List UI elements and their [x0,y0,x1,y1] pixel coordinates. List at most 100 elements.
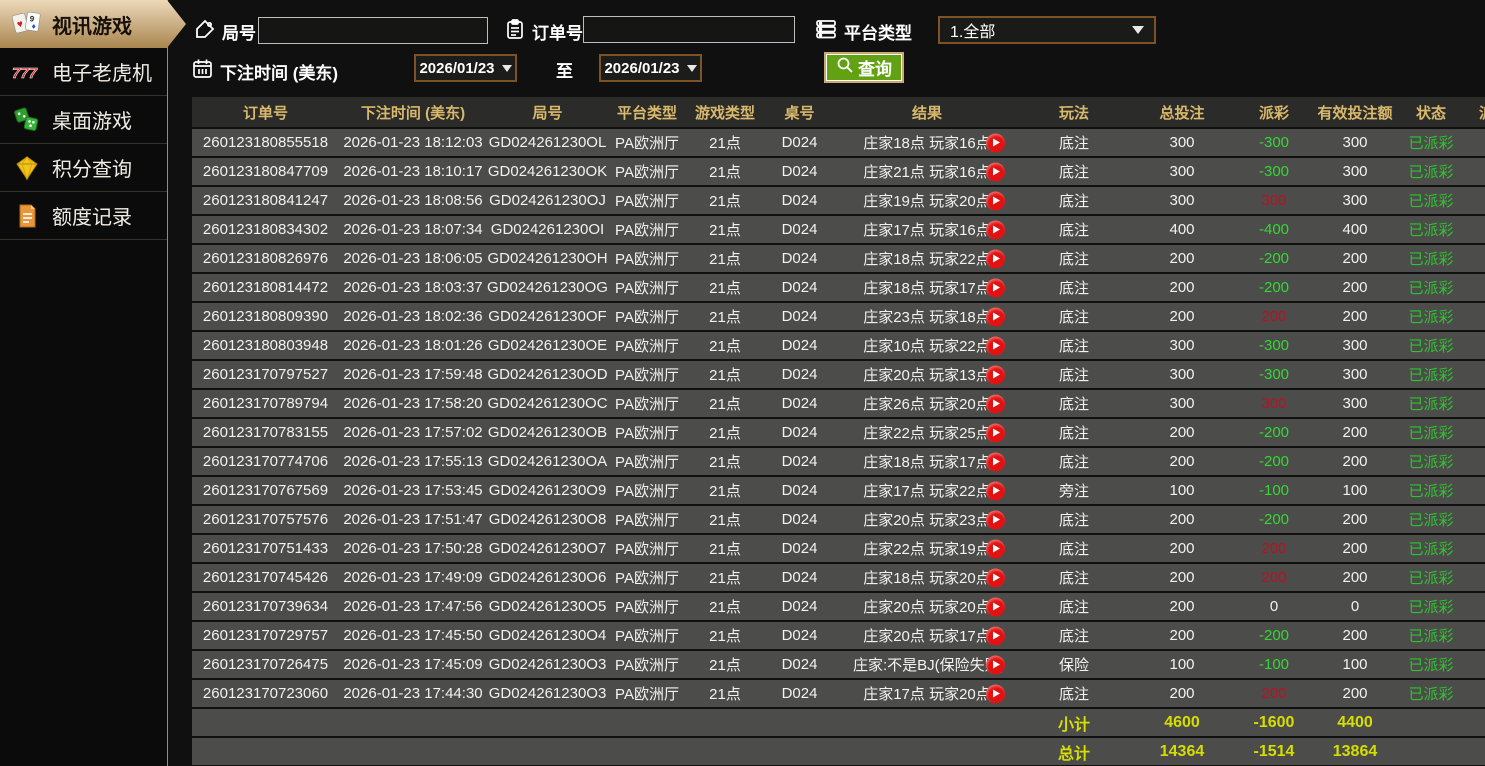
date-to-picker[interactable]: 2026/01/23 [599,54,702,82]
cell-payout: 300 [1261,395,1287,412]
cell-game-type: 21点 [709,454,741,471]
order-id-input[interactable] [583,16,795,43]
cell-result: 庄家21点 玩家16点 [835,158,1019,185]
bet-records-table: 订单号 下注时间 (美东) 局号 平台类型 游戏类型 桌号 结果 玩法 总投注 … [192,97,1485,765]
replay-video-button[interactable] [986,655,1005,674]
cell-total-bet: 200 [1169,279,1195,296]
round-id-input[interactable] [258,17,488,44]
replay-video-button[interactable] [986,597,1005,616]
cell-total-bet: 200 [1169,453,1195,470]
cell-order-id: 260123170751433 [202,540,329,557]
subtotal-total-bet: 4600 [1164,713,1200,731]
cell-platform: PA欧洲厅 [615,396,679,413]
col-header-platform: 平台类型 [616,104,677,122]
cell-valid-bet: 0 [1350,598,1360,615]
sidebar-item-video-games[interactable]: ♥ 9 ♦ 视讯游戏 [0,0,186,48]
cell-clipped [1465,332,1485,359]
replay-video-button[interactable] [986,307,1005,326]
cell-round-id: GD024261230OB [487,424,608,441]
col-header-bet-time: 下注时间 (美东) [360,104,466,122]
sidebar-item-quota-records[interactable]: 额度记录 [0,192,167,240]
cell-bet-type: 底注 [1058,541,1089,558]
result-text: 庄家23点 玩家18点 [863,309,991,326]
search-button[interactable]: 查询 [824,52,904,83]
table-header-row: 订单号 下注时间 (美东) 局号 平台类型 游戏类型 桌号 结果 玩法 总投注 … [192,97,1485,127]
replay-video-button[interactable] [986,626,1005,645]
cell-bet-type: 底注 [1058,251,1089,268]
cell-round-id: GD024261230O3 [488,656,607,673]
cell-table-no: D024 [781,627,818,644]
replay-video-button[interactable] [986,278,1005,297]
replay-video-button[interactable] [986,220,1005,239]
cell-bet-type: 底注 [1058,164,1089,181]
cell-bet-time: 2026-01-23 17:47:56 [343,598,483,615]
cell-payout: 0 [1269,598,1279,615]
calendar-icon [191,57,214,85]
sidebar-item-slots[interactable]: 777 电子老虎机 [0,48,167,96]
cell-round-id: GD024261230O9 [488,482,607,499]
cell-platform: PA欧洲厅 [615,454,679,471]
cell-bet-type: 底注 [1058,686,1089,703]
cell-platform: PA欧洲厅 [615,570,679,587]
replay-video-button[interactable] [986,452,1005,471]
cell-platform: PA欧洲厅 [615,338,679,355]
cell-result: 庄家18点 玩家22点 [835,245,1019,272]
cell-bet-time: 2026-01-23 18:01:26 [343,337,483,354]
date-from-picker[interactable]: 2026/01/23 [414,54,517,82]
cell-table-no: D024 [781,540,818,557]
replay-video-button[interactable] [986,162,1005,181]
result-text: 庄家22点 玩家19点 [863,541,991,558]
cell-payout: -200 [1258,250,1290,267]
cell-table-no: D024 [781,482,818,499]
cell-bet-type: 底注 [1058,570,1089,587]
cell-status: 已派彩 [1408,222,1454,239]
result-text: 庄家17点 玩家22点 [863,483,991,500]
svg-text:♦: ♦ [31,22,36,31]
result-text: 庄家18点 玩家17点 [863,454,991,471]
cell-clipped [1465,506,1485,533]
svg-text:♥: ♥ [16,19,24,31]
cell-order-id: 260123170726475 [202,656,329,673]
sidebar-item-points[interactable]: 积分查询 [0,144,167,192]
replay-video-button[interactable] [986,423,1005,442]
cell-order-id: 260123170723060 [202,685,329,702]
cell-platform: PA欧洲厅 [615,483,679,500]
cell-game-type: 21点 [709,512,741,529]
cell-game-type: 21点 [709,338,741,355]
col-header-result: 结果 [911,104,942,122]
cell-round-id: GD024261230OJ [489,192,606,209]
replay-video-button[interactable] [986,191,1005,210]
replay-video-button[interactable] [986,394,1005,413]
table-row: 260123180855518 2026-01-23 18:12:03 GD02… [192,129,1485,156]
cell-order-id: 260123170774706 [202,453,329,470]
replay-video-button[interactable] [986,684,1005,703]
replay-video-button[interactable] [986,336,1005,355]
result-text: 庄家18点 玩家20点 [863,570,991,587]
replay-video-button[interactable] [986,568,1005,587]
cell-bet-type: 旁注 [1058,483,1089,500]
cell-clipped [1465,361,1485,388]
subtotal-label: 小计 [1057,716,1090,734]
cell-valid-bet: 300 [1342,337,1368,354]
cell-clipped [1465,245,1485,272]
cell-payout: -200 [1258,511,1290,528]
cell-table-no: D024 [781,395,818,412]
replay-video-button[interactable] [986,249,1005,268]
replay-video-button[interactable] [986,510,1005,529]
result-text: 庄家18点 玩家22点 [863,251,991,268]
grand-total-payout: -1514 [1253,742,1295,760]
cell-valid-bet: 300 [1342,366,1368,383]
cell-payout: -300 [1258,337,1290,354]
sidebar-item-table-games[interactable]: 桌面游戏 [0,96,167,144]
cell-clipped [1465,216,1485,243]
cell-result: 庄家20点 玩家17点 [835,622,1019,649]
cell-round-id: GD024261230O4 [488,627,607,644]
cell-clipped [1465,535,1485,562]
replay-video-button[interactable] [986,365,1005,384]
replay-video-button[interactable] [986,133,1005,152]
replay-video-button[interactable] [986,481,1005,500]
replay-video-button[interactable] [986,539,1005,558]
platform-type-select[interactable]: 1.全部 [938,16,1156,44]
cell-bet-time: 2026-01-23 18:12:03 [343,134,483,151]
